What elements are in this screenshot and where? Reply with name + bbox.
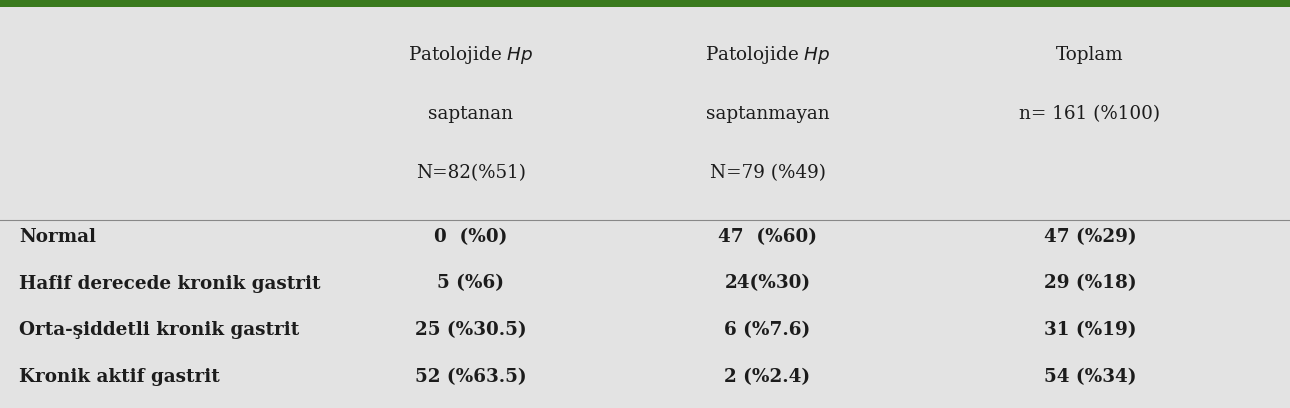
Text: 2 (%2.4): 2 (%2.4): [725, 368, 810, 386]
Text: Kronik aktif gastrit: Kronik aktif gastrit: [19, 368, 221, 386]
Text: 0  (%0): 0 (%0): [435, 228, 507, 246]
Text: 47 (%29): 47 (%29): [1044, 228, 1136, 246]
Text: 29 (%18): 29 (%18): [1044, 275, 1136, 293]
Text: 54 (%34): 54 (%34): [1044, 368, 1136, 386]
Text: Hafif derecede kronik gastrit: Hafif derecede kronik gastrit: [19, 275, 321, 293]
Text: Patolojide $\mathit{Hp}$: Patolojide $\mathit{Hp}$: [408, 44, 534, 66]
Text: 31 (%19): 31 (%19): [1044, 322, 1136, 339]
Bar: [0, 0, 1290, 7]
Text: saptanan: saptanan: [428, 105, 513, 123]
Text: Patolojide $\mathit{Hp}$: Patolojide $\mathit{Hp}$: [704, 44, 831, 66]
Text: saptanmayan: saptanmayan: [706, 105, 829, 123]
Text: 52 (%63.5): 52 (%63.5): [415, 368, 526, 386]
Text: Normal: Normal: [19, 228, 97, 246]
Text: N=79 (%49): N=79 (%49): [710, 164, 826, 182]
Text: 25 (%30.5): 25 (%30.5): [415, 322, 526, 339]
Text: n= 161 (%100): n= 161 (%100): [1019, 105, 1161, 123]
Text: N=82(%51): N=82(%51): [415, 164, 526, 182]
Text: 5 (%6): 5 (%6): [437, 275, 504, 293]
Text: 6 (%7.6): 6 (%7.6): [725, 322, 810, 339]
Text: Toplam: Toplam: [1057, 46, 1124, 64]
Text: Orta-şiddetli kronik gastrit: Orta-şiddetli kronik gastrit: [19, 322, 299, 339]
Text: 47  (%60): 47 (%60): [719, 228, 817, 246]
Text: 24(%30): 24(%30): [725, 275, 810, 293]
